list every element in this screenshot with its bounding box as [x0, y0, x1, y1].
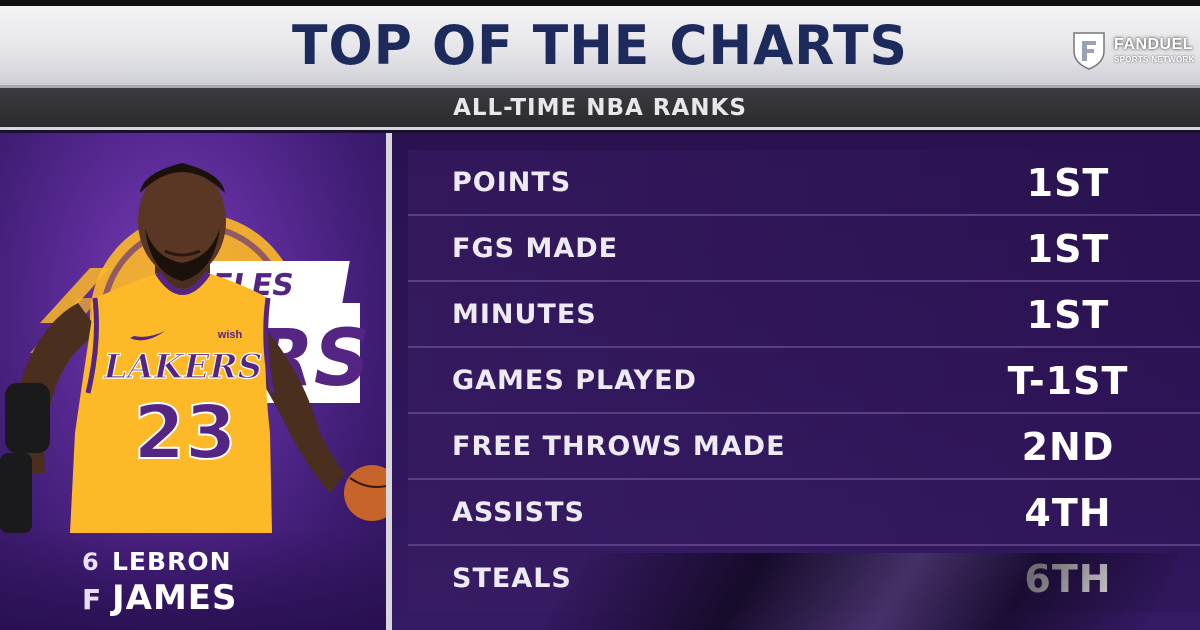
page-title: TOP OF THE CHARTS — [292, 14, 908, 78]
stat-row: ASSISTS 4TH — [408, 480, 1200, 546]
section-title: ALL-TIME NBA RANKS — [453, 94, 747, 121]
stat-row: POINTS 1ST — [408, 150, 1200, 216]
stat-label: FREE THROWS MADE — [452, 431, 786, 462]
network-logo: FANDUEL SPORTS NETWORK — [1070, 26, 1200, 74]
stat-label: FGS MADE — [452, 233, 619, 264]
player-first-name: LEBRON — [112, 547, 232, 576]
stat-rank: 1ST — [1026, 161, 1110, 205]
player-panel: GELES RS wish LAKERS 23 6 — [0, 133, 386, 630]
subheader-bar: ALL-TIME NBA RANKS — [0, 88, 1200, 130]
header-bar: TOP OF THE CHARTS FANDUEL SPORTS NETWORK — [0, 0, 1200, 88]
stat-rank: 1ST — [1026, 293, 1110, 337]
stat-row: FREE THROWS MADE 2ND — [408, 414, 1200, 480]
stat-row: MINUTES 1ST — [408, 282, 1200, 348]
stat-label: GAMES PLAYED — [452, 365, 697, 396]
stat-rank: 4TH — [1024, 491, 1112, 535]
jersey-team-text: LAKERS — [103, 347, 263, 387]
stat-rank: 1ST — [1026, 227, 1110, 271]
stat-row: FGS MADE 1ST — [408, 216, 1200, 282]
stats-panel: POINTS 1ST FGS MADE 1ST MINUTES 1ST GAME… — [392, 133, 1200, 630]
jersey-patch-text: wish — [217, 329, 243, 341]
player-photo: wish LAKERS 23 — [0, 163, 386, 533]
jersey-number-text: 23 — [134, 390, 237, 476]
stat-row: STEALS 6TH — [408, 546, 1200, 612]
stat-rank: 6TH — [1024, 557, 1112, 601]
stat-label: MINUTES — [452, 299, 597, 330]
player-position: F — [82, 583, 102, 616]
stat-label: STEALS — [452, 563, 572, 594]
brand-name: FANDUEL — [1114, 35, 1194, 53]
name-plate — [0, 533, 386, 630]
stat-label: ASSISTS — [452, 497, 585, 528]
stat-row: GAMES PLAYED T-1ST — [408, 348, 1200, 414]
player-last-name: JAMES — [112, 578, 238, 618]
player-number: 6 — [82, 548, 99, 576]
stat-rank: 2ND — [1021, 425, 1115, 469]
brand-subtitle: SPORTS NETWORK — [1114, 54, 1195, 64]
stat-rank: T-1ST — [1007, 359, 1129, 403]
stat-label: POINTS — [452, 167, 572, 198]
panel-divider — [386, 133, 392, 630]
fanduel-shield-icon — [1073, 32, 1105, 70]
